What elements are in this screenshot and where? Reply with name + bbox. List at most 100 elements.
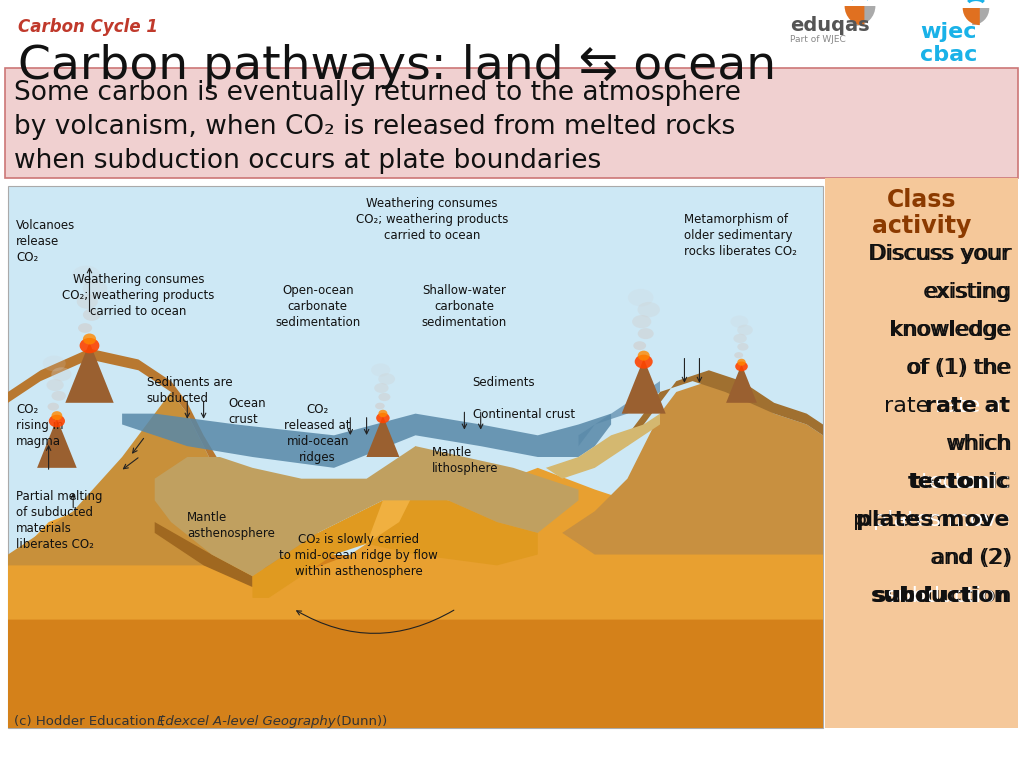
Ellipse shape <box>632 315 651 328</box>
Ellipse shape <box>638 351 649 361</box>
Text: (Dunn)): (Dunn)) <box>332 715 387 728</box>
Ellipse shape <box>730 316 749 328</box>
Polygon shape <box>622 359 666 414</box>
Ellipse shape <box>375 402 385 409</box>
Text: rate at: rate at <box>935 396 1010 416</box>
Wedge shape <box>856 6 876 26</box>
Polygon shape <box>155 522 253 587</box>
Text: Some carbon is eventually returned to the atmosphere: Some carbon is eventually returned to th… <box>14 80 741 106</box>
Ellipse shape <box>47 402 59 411</box>
Text: Volcanoes
release
CO₂: Volcanoes release CO₂ <box>16 219 76 263</box>
Polygon shape <box>8 349 317 533</box>
Text: Discuss your: Discuss your <box>870 244 1012 264</box>
Polygon shape <box>122 414 611 468</box>
Text: Carbon pathways: land ⇆ ocean: Carbon pathways: land ⇆ ocean <box>18 44 776 89</box>
Text: which: which <box>945 434 1010 454</box>
Text: Edexcel A-level Geography: Edexcel A-level Geography <box>157 715 336 728</box>
Polygon shape <box>37 419 77 468</box>
Text: eduqas: eduqas <box>790 16 869 35</box>
Ellipse shape <box>628 289 653 306</box>
Ellipse shape <box>633 341 646 350</box>
Text: (c) Hodder Education (: (c) Hodder Education ( <box>14 715 165 728</box>
Ellipse shape <box>638 302 659 317</box>
Text: wjec: wjec <box>920 22 977 42</box>
Ellipse shape <box>43 356 66 372</box>
Text: Ocean
crust: Ocean crust <box>228 397 265 426</box>
Polygon shape <box>8 468 823 620</box>
Text: Class: Class <box>887 188 956 212</box>
Ellipse shape <box>733 334 746 343</box>
Text: Part of WJEC: Part of WJEC <box>790 35 846 44</box>
Text: existing: existing <box>923 282 1010 302</box>
Text: CO₂ is slowly carried
to mid-ocean ridge by flow
within asthenosphere: CO₂ is slowly carried to mid-ocean ridge… <box>280 533 438 578</box>
Text: subduction: subduction <box>870 586 1010 606</box>
Text: rate at: rate at <box>925 396 1010 416</box>
Ellipse shape <box>371 363 390 376</box>
Ellipse shape <box>374 383 388 393</box>
Text: Continental crust: Continental crust <box>472 409 574 421</box>
Text: cbac: cbac <box>920 45 977 65</box>
Polygon shape <box>253 489 538 598</box>
Text: knowledge: knowledge <box>890 320 1010 340</box>
Text: Sediments: Sediments <box>472 376 536 389</box>
Ellipse shape <box>379 393 390 401</box>
Ellipse shape <box>635 355 652 369</box>
Polygon shape <box>155 446 579 576</box>
Ellipse shape <box>51 391 66 401</box>
Ellipse shape <box>77 294 98 309</box>
FancyBboxPatch shape <box>8 186 823 728</box>
Ellipse shape <box>83 280 108 297</box>
Text: Metamorphism of
older sedimentary
rocks liberates CO₂: Metamorphism of older sedimentary rocks … <box>684 213 798 258</box>
Ellipse shape <box>638 328 653 339</box>
Text: of (1) the: of (1) the <box>906 358 1010 378</box>
Text: plates move: plates move <box>853 510 990 530</box>
Polygon shape <box>8 554 823 728</box>
Wedge shape <box>963 8 980 25</box>
Text: tectonic: tectonic <box>908 472 1010 492</box>
Ellipse shape <box>737 325 753 336</box>
Polygon shape <box>367 446 432 544</box>
Ellipse shape <box>72 266 100 285</box>
Text: Shallow-water
carbonate
sedimentation: Shallow-water carbonate sedimentation <box>422 283 507 329</box>
Polygon shape <box>66 343 114 402</box>
Text: knowledge: knowledge <box>891 320 1012 340</box>
Text: Mantle
asthenosphere: Mantle asthenosphere <box>187 511 275 540</box>
Ellipse shape <box>51 367 72 381</box>
Text: Carbon Cycle 1: Carbon Cycle 1 <box>18 18 158 36</box>
Polygon shape <box>726 364 757 402</box>
Ellipse shape <box>737 343 749 351</box>
Text: Sediments are
subducted: Sediments are subducted <box>146 376 232 405</box>
Ellipse shape <box>46 379 63 391</box>
Wedge shape <box>845 6 864 26</box>
Ellipse shape <box>378 373 395 385</box>
Wedge shape <box>972 8 989 25</box>
Ellipse shape <box>80 338 99 353</box>
Ellipse shape <box>83 309 100 321</box>
Polygon shape <box>562 381 823 554</box>
Text: Discuss your: Discuss your <box>868 244 1010 264</box>
Ellipse shape <box>379 410 387 417</box>
Text: CO₂
released at
mid-ocean
ridges: CO₂ released at mid-ocean ridges <box>285 402 351 464</box>
Text: tectonic: tectonic <box>921 472 1010 492</box>
Text: Open-ocean
carbonate
sedimentation: Open-ocean carbonate sedimentation <box>275 283 360 329</box>
Polygon shape <box>8 392 317 565</box>
Text: tectonic: tectonic <box>910 472 1012 492</box>
FancyBboxPatch shape <box>825 178 1018 728</box>
Ellipse shape <box>376 412 390 423</box>
Text: existing: existing <box>925 282 1012 302</box>
Text: plates move: plates move <box>872 510 1010 530</box>
Text: rate at: rate at <box>884 396 958 416</box>
Polygon shape <box>546 414 660 478</box>
Text: and (2): and (2) <box>930 548 1010 568</box>
Text: Mantle
lithosphere: Mantle lithosphere <box>432 446 499 475</box>
Text: plates move: plates move <box>856 510 1010 530</box>
Text: Weathering consumes
CO₂; weathering products
carried to ocean: Weathering consumes CO₂; weathering prod… <box>62 273 215 318</box>
Text: and (2): and (2) <box>932 548 1012 568</box>
Ellipse shape <box>83 333 96 345</box>
Text: activity: activity <box>871 214 971 238</box>
FancyBboxPatch shape <box>5 68 1018 178</box>
Polygon shape <box>628 370 823 446</box>
Text: subduction: subduction <box>887 586 1010 606</box>
Ellipse shape <box>78 323 92 333</box>
Text: subduction: subduction <box>872 586 1012 606</box>
